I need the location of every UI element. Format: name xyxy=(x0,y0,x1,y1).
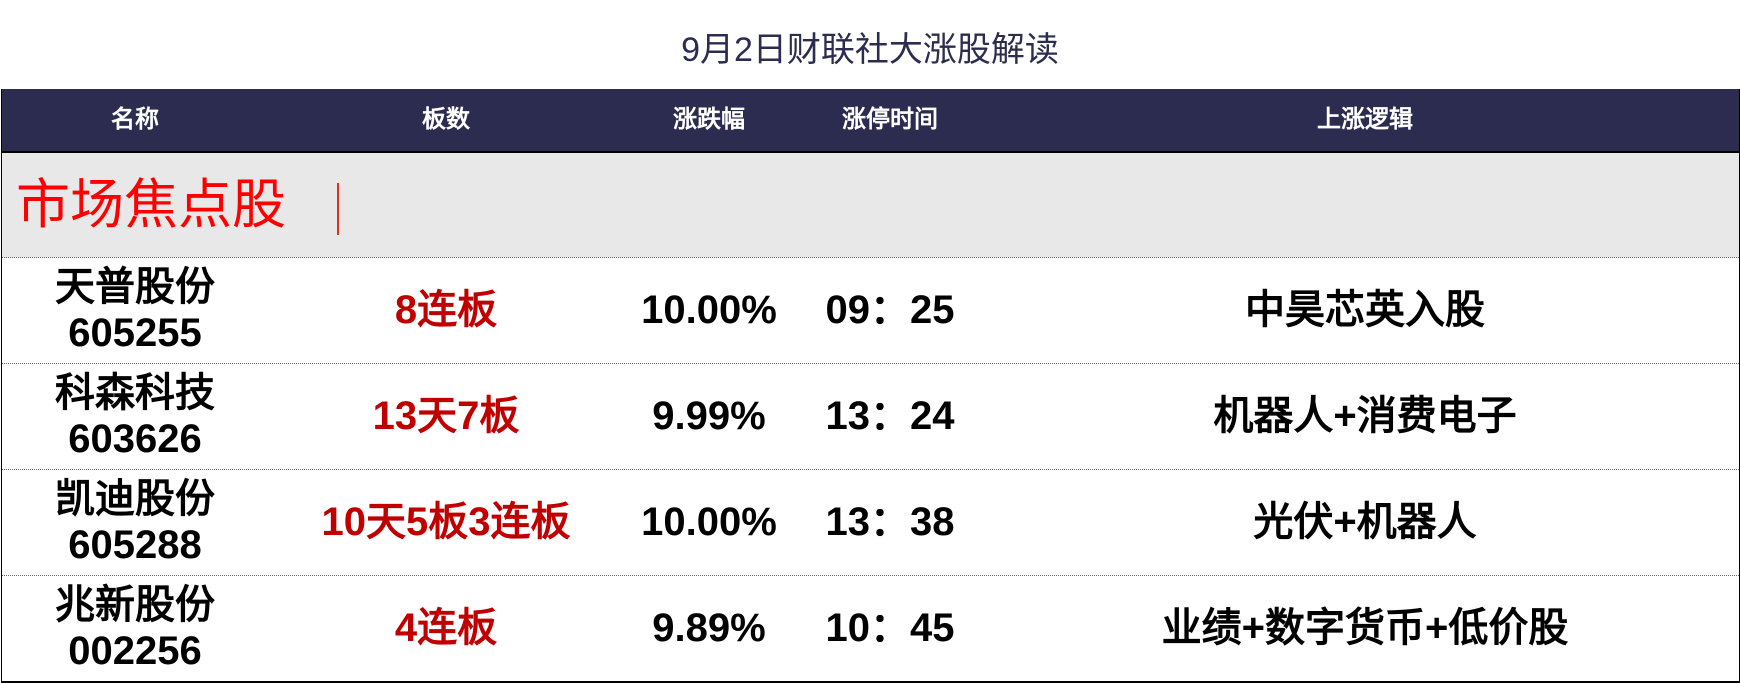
header-board: 板数 xyxy=(422,106,470,133)
header-time: 涨停时间 xyxy=(842,106,938,133)
stock-name: 科森科技 xyxy=(55,371,215,415)
stock-table: 名称 板数 涨跌幅 涨停时间 上涨逻辑 市场焦点股 天普股份 605255 8连… xyxy=(1,89,1740,683)
board-count: 8连板 xyxy=(394,288,498,332)
stock-name-cell: 天普股份 605255 xyxy=(55,264,215,356)
rise-logic: 光伏+机器人 xyxy=(1253,500,1477,544)
header-name: 名称 xyxy=(111,106,159,133)
header-logic: 上涨逻辑 xyxy=(1317,106,1413,133)
change-percent: 9.99% xyxy=(652,394,766,438)
stock-name-cell: 凯迪股份 605288 xyxy=(55,476,215,568)
stock-code: 603626 xyxy=(68,417,202,461)
stock-code: 605288 xyxy=(68,523,202,567)
limit-up-time: 13：38 xyxy=(825,500,955,544)
table-row: 兆新股份 002256 4连板 9.89% 10：45 业绩+数字货币+低价股 xyxy=(2,576,1739,681)
table-header: 名称 板数 涨跌幅 涨停时间 上涨逻辑 xyxy=(2,89,1739,153)
stock-name-cell: 科森科技 603626 xyxy=(55,370,215,462)
table-row: 天普股份 605255 8连板 10.00% 09：25 中昊芯英入股 xyxy=(2,258,1739,364)
stock-code: 605255 xyxy=(68,311,202,355)
change-percent: 10.00% xyxy=(641,288,777,332)
rise-logic: 中昊芯英入股 xyxy=(1245,288,1485,332)
stock-name: 天普股份 xyxy=(55,265,215,309)
section-band: 市场焦点股 xyxy=(2,153,1739,258)
stock-name-cell: 兆新股份 002256 xyxy=(55,582,215,674)
limit-up-time: 09：25 xyxy=(825,288,955,332)
board-count: 4连板 xyxy=(394,606,498,650)
board-count: 13天7板 xyxy=(372,394,520,438)
limit-up-time: 10：45 xyxy=(825,606,955,650)
board-count: 10天5板3连板 xyxy=(321,500,571,544)
section-divider xyxy=(337,183,339,235)
change-percent: 9.89% xyxy=(652,606,766,650)
table-row: 凯迪股份 605288 10天5板3连板 10.00% 13：38 光伏+机器人 xyxy=(2,470,1739,576)
stock-code: 002256 xyxy=(68,629,202,673)
limit-up-time: 13：24 xyxy=(825,394,955,438)
rise-logic: 机器人+消费电子 xyxy=(1213,394,1517,438)
stock-name: 兆新股份 xyxy=(55,583,215,627)
change-percent: 10.00% xyxy=(641,500,777,544)
stock-name: 凯迪股份 xyxy=(55,477,215,521)
header-change: 涨跌幅 xyxy=(673,106,745,133)
section-label: 市场焦点股 xyxy=(16,175,286,235)
page-title: 9月2日财联社大涨股解读 xyxy=(681,31,1059,69)
table-row: 科森科技 603626 13天7板 9.99% 13：24 机器人+消费电子 xyxy=(2,364,1739,470)
rise-logic: 业绩+数字货币+低价股 xyxy=(1161,606,1569,650)
